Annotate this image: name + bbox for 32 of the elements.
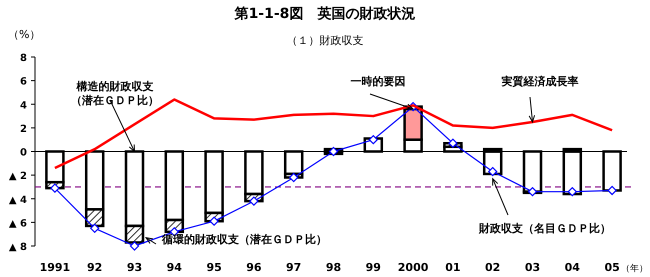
x-tick-label: 97 bbox=[286, 261, 302, 274]
y-tick-label: 0 bbox=[20, 148, 28, 158]
chart-title: 第1-1-8図 英国の財政状況 bbox=[234, 6, 416, 22]
y-tick-label: 6 bbox=[20, 76, 28, 88]
annotation: 財政収支（名目ＧＤＰ比） bbox=[478, 222, 611, 235]
x-tick-label: 01 bbox=[445, 261, 461, 274]
x-tick-label: 94 bbox=[166, 261, 182, 274]
x-tick-label: 99 bbox=[366, 261, 381, 274]
x-tick-label: 92 bbox=[87, 261, 102, 274]
y-tick-label: 4 bbox=[20, 100, 28, 112]
y-tick-label: 8 bbox=[20, 53, 28, 64]
y-tick-label: ▲ 2 bbox=[8, 171, 28, 182]
x-tick-label: 05 bbox=[604, 261, 620, 274]
y-tick-label: 2 bbox=[20, 124, 28, 135]
y-axis-title: （%） bbox=[8, 28, 40, 41]
y-tick-label: ▲ 6 bbox=[8, 218, 28, 230]
x-tick-label: 1991 bbox=[40, 261, 70, 274]
annotation: 循環的財政収支（潜在ＧＤＰ比） bbox=[161, 233, 327, 246]
x-tick-label: 95 bbox=[206, 261, 222, 274]
x-tick-label: 98 bbox=[326, 261, 342, 274]
x-tick-label: 93 bbox=[126, 261, 142, 274]
x-tick-label: 04 bbox=[564, 261, 580, 274]
x-tick-label: 2000 bbox=[398, 261, 429, 274]
annotation: 実質経済成長率 bbox=[500, 75, 578, 88]
y-tick-label: ▲ 8 bbox=[8, 242, 28, 253]
x-tick-label: 03 bbox=[524, 261, 540, 274]
x-tick-label: 02 bbox=[485, 261, 500, 274]
chart-subtitle: （１）財政収支 bbox=[286, 34, 364, 47]
annotation: 一時的要因 bbox=[350, 75, 406, 88]
y-tick-label: ▲ 4 bbox=[8, 194, 28, 206]
x-tick-label: 96 bbox=[246, 261, 262, 274]
x-axis-title: （年） bbox=[621, 263, 648, 274]
